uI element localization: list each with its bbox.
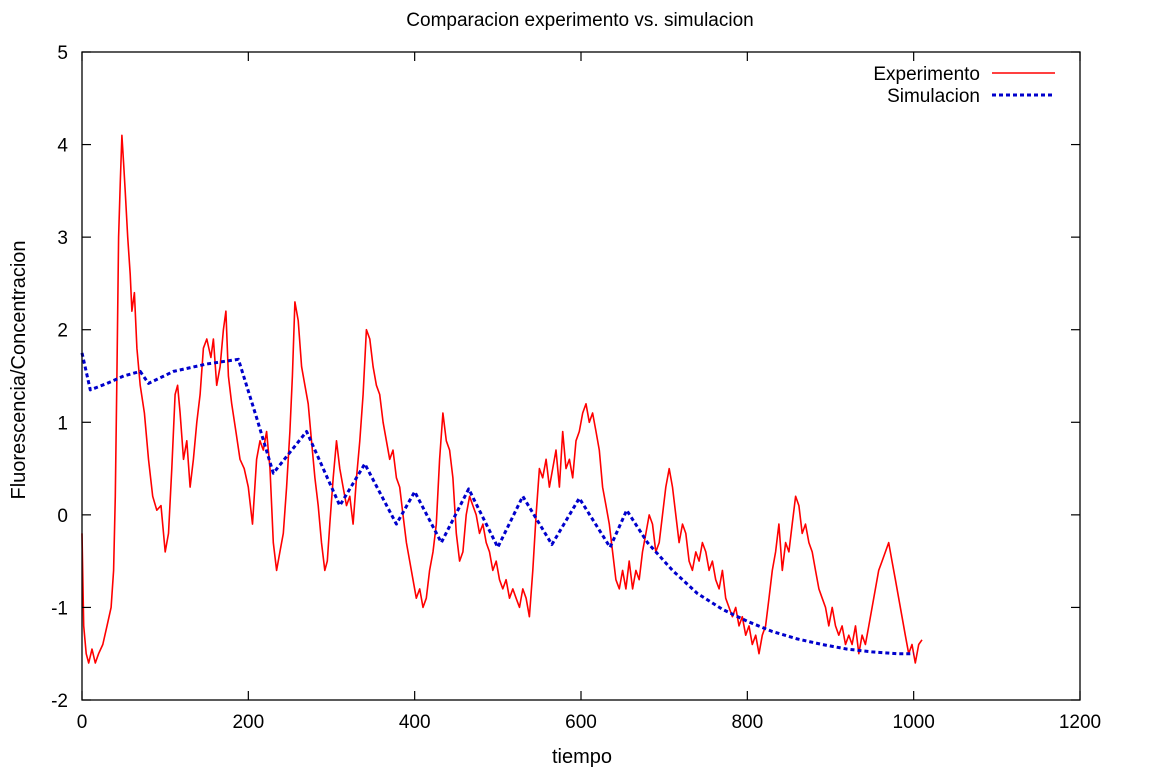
y-tick-label: 0: [57, 506, 68, 527]
x-tick-label: 600: [565, 712, 597, 733]
y-tick-label: 5: [57, 43, 68, 64]
y-tick-label: 1: [57, 413, 68, 434]
x-axis-label: tiempo: [552, 746, 612, 768]
series-line-experimento: [81, 134, 923, 664]
plot-area: [80, 134, 923, 664]
y-axis-label: Fluorescencia/Concentracion: [8, 240, 30, 499]
legend: Experimento Simulacion: [873, 64, 1055, 107]
x-tick-label: 0: [77, 712, 88, 733]
y-tick-label: -2: [51, 691, 68, 712]
x-tick-label: 1000: [893, 712, 935, 733]
chart-title: Comparacion experimento vs. simulacion: [406, 10, 753, 31]
x-axis: 0 200 400 600 800 1000 1200: [77, 52, 1101, 733]
x-tick-label: 800: [731, 712, 763, 733]
series-line-simulacion: [80, 352, 914, 656]
legend-label-simulacion: Simulacion: [887, 86, 980, 107]
legend-label-experimento: Experimento: [873, 64, 980, 85]
y-tick-label: -1: [51, 598, 68, 619]
y-tick-label: 4: [57, 136, 68, 157]
x-tick-label: 1200: [1059, 712, 1101, 733]
x-tick-label: 200: [232, 712, 264, 733]
y-axis: -2 -1 0 1 2 3 4 5: [51, 43, 1080, 712]
y-tick-label: 3: [57, 228, 68, 249]
x-tick-label: 400: [399, 712, 431, 733]
plot-frame: [81, 51, 1081, 701]
y-tick-label: 2: [57, 321, 68, 342]
